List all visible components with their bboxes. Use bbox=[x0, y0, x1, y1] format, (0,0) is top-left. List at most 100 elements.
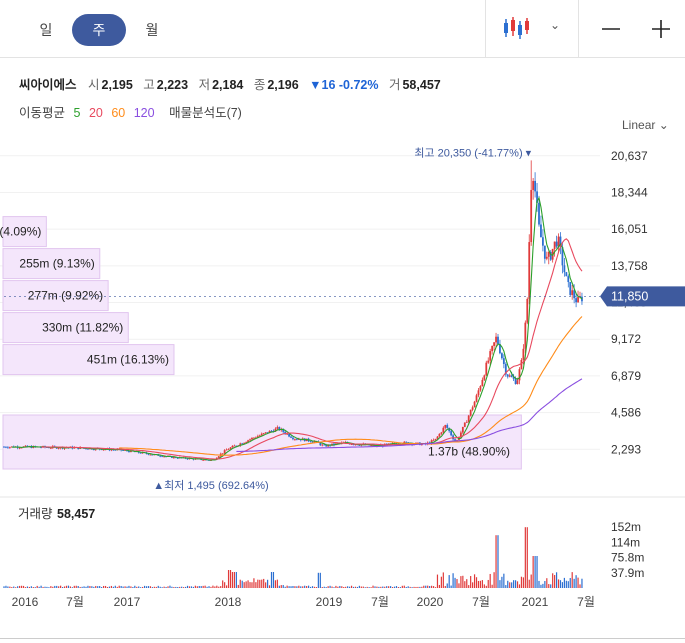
volume-bar bbox=[327, 586, 329, 588]
volume-bar bbox=[15, 587, 17, 588]
volume-bar bbox=[339, 585, 341, 588]
volume-bar bbox=[468, 585, 470, 588]
volume-bar bbox=[122, 586, 124, 588]
volume-bar bbox=[405, 586, 407, 588]
volume-bar bbox=[481, 580, 483, 588]
volume-bar bbox=[130, 586, 132, 588]
volume-bar bbox=[302, 586, 304, 588]
volume-tick-label: 152m bbox=[611, 520, 641, 534]
candle-body bbox=[297, 439, 300, 440]
volume-bar bbox=[552, 573, 554, 588]
candle-body bbox=[440, 432, 443, 434]
chart-type-selector[interactable]: ⌄ bbox=[485, 0, 579, 57]
candle-body bbox=[87, 448, 89, 450]
x-axis-label: 2020 bbox=[417, 595, 444, 609]
scale-mode-toggle[interactable]: Linear ⌄ bbox=[622, 118, 669, 132]
volume-bar bbox=[337, 586, 339, 588]
candle-body bbox=[292, 437, 294, 440]
volume-bar bbox=[63, 586, 66, 588]
candle-body bbox=[442, 427, 445, 433]
volume-bar bbox=[118, 585, 120, 588]
candle-body bbox=[249, 439, 251, 441]
moving-average-legend[interactable]: 이동평균 5 20 60 120 매물분석도(7) bbox=[19, 102, 247, 121]
ma5-line bbox=[11, 196, 583, 461]
candle-body bbox=[438, 433, 441, 437]
volume-bar bbox=[532, 556, 534, 588]
volume-bar bbox=[167, 586, 169, 588]
volume-bar bbox=[104, 585, 107, 588]
volume-bar bbox=[491, 584, 493, 588]
volume-bar bbox=[388, 586, 390, 588]
volume-bar bbox=[276, 579, 278, 588]
volume-bar bbox=[386, 586, 388, 588]
volume-bar bbox=[548, 584, 550, 588]
plus-icon[interactable] bbox=[646, 14, 676, 44]
candle-body bbox=[370, 445, 372, 447]
minus-icon[interactable] bbox=[596, 14, 626, 44]
candle-body bbox=[571, 290, 574, 295]
current-price-label: 11,850 bbox=[611, 289, 648, 303]
candle-body bbox=[543, 245, 546, 259]
volume-bar bbox=[159, 586, 161, 588]
volume-bar bbox=[251, 582, 253, 588]
candle-body bbox=[520, 359, 523, 370]
candle-body bbox=[247, 440, 249, 442]
candle-body bbox=[24, 445, 27, 447]
candle-body bbox=[547, 251, 550, 257]
volume-bar bbox=[233, 572, 236, 588]
volume-pane-title: 거래량 bbox=[18, 507, 53, 521]
candle-body bbox=[459, 432, 462, 438]
volume-bar bbox=[382, 586, 384, 588]
volume-bar bbox=[454, 577, 456, 588]
volume-bar bbox=[349, 586, 351, 588]
candle-body bbox=[565, 272, 568, 277]
tab-month[interactable]: 월 bbox=[145, 22, 159, 38]
close-value: 2,196 bbox=[267, 78, 299, 92]
period-toolbar: 일 주 월 ⌄ bbox=[0, 0, 685, 58]
volume-bar bbox=[423, 585, 425, 588]
chevron-down-icon[interactable]: ⌄ bbox=[550, 18, 561, 32]
volume-bar bbox=[257, 579, 259, 588]
volume-bar bbox=[212, 585, 214, 588]
candle-body bbox=[288, 433, 290, 437]
candle-body bbox=[172, 457, 175, 458]
volume-bar bbox=[95, 585, 97, 588]
volume-bar bbox=[186, 585, 189, 588]
volume-bar bbox=[143, 585, 146, 588]
volume-bar bbox=[147, 586, 150, 588]
volume-bar bbox=[499, 580, 501, 588]
volume-bar bbox=[407, 586, 409, 588]
volume-bar bbox=[71, 587, 73, 588]
volume-bar bbox=[296, 586, 298, 588]
volume-bar bbox=[222, 580, 224, 588]
volume-bar bbox=[266, 579, 269, 588]
volume-bar bbox=[192, 586, 194, 588]
volume-bar bbox=[157, 585, 159, 588]
volume-bar bbox=[102, 585, 105, 588]
volume-bar bbox=[528, 579, 530, 588]
volume-bar bbox=[128, 585, 130, 588]
tab-week[interactable]: 주 bbox=[72, 14, 126, 46]
volume-bar bbox=[475, 577, 478, 588]
volume-bar bbox=[366, 586, 368, 588]
volume-bar bbox=[274, 580, 277, 588]
volume-bar bbox=[97, 586, 99, 588]
change-value: ▼16 -0.72% bbox=[309, 78, 379, 92]
candle-body bbox=[573, 290, 576, 299]
volume-bar bbox=[579, 584, 581, 588]
candle-body bbox=[508, 375, 511, 377]
current-price-tag bbox=[600, 286, 685, 307]
volume-bar bbox=[516, 581, 519, 588]
volume-bar bbox=[397, 587, 400, 588]
volume-bar bbox=[229, 570, 232, 588]
candle-body bbox=[405, 441, 408, 443]
volume-bar bbox=[563, 577, 565, 588]
candle-body bbox=[489, 351, 492, 361]
volume-bar bbox=[91, 586, 93, 588]
candle-body bbox=[323, 444, 326, 446]
tab-day[interactable]: 일 bbox=[39, 22, 53, 38]
volume-bar bbox=[280, 585, 282, 588]
volume-bar bbox=[536, 556, 538, 588]
volume-bar bbox=[7, 586, 9, 588]
